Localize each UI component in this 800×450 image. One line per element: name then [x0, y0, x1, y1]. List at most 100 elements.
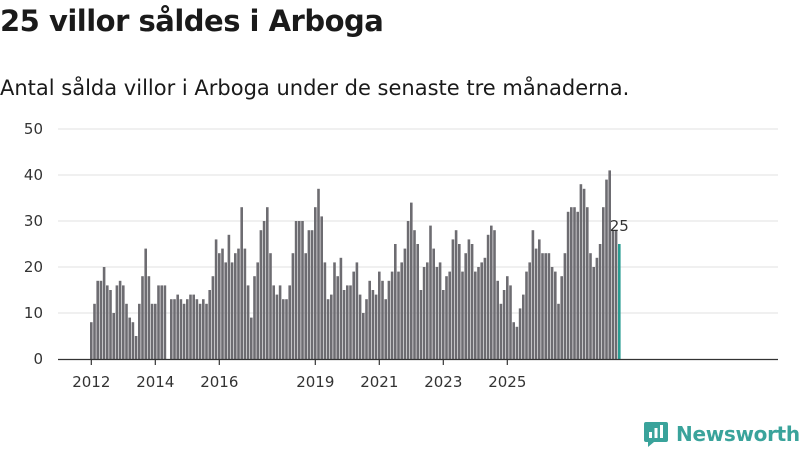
x-tick-label: 2014: [136, 373, 174, 391]
bar: [243, 248, 247, 359]
bar: [275, 294, 279, 359]
bar: [486, 234, 490, 359]
bar: [118, 280, 122, 359]
chart-title: 25 villor såldes i Arboga: [0, 4, 384, 38]
bar: [208, 290, 211, 359]
bar: [122, 285, 125, 359]
bar: [317, 188, 320, 359]
bar: [509, 285, 512, 359]
bar: [205, 303, 208, 359]
bar: [502, 290, 506, 359]
bar: [128, 317, 131, 359]
bar: [288, 285, 291, 359]
bar: [461, 271, 464, 359]
bar: [346, 285, 349, 359]
bar: [384, 299, 387, 359]
bar: [374, 294, 378, 359]
bar: [467, 239, 471, 359]
bar: [410, 202, 413, 359]
bar: [544, 253, 547, 359]
bar: [282, 299, 285, 359]
bar: [518, 308, 522, 359]
bar: [326, 299, 330, 359]
bar: [157, 285, 160, 359]
bar: [438, 262, 442, 359]
bar: [387, 280, 391, 359]
bar: [602, 207, 605, 359]
bar: [195, 299, 199, 359]
bar: [416, 244, 419, 359]
bar: [592, 267, 595, 359]
bar: [598, 244, 602, 359]
bar: [528, 262, 531, 359]
bar: [106, 285, 109, 359]
bar: [432, 248, 435, 359]
bar: [109, 290, 112, 359]
bar: [272, 285, 275, 359]
bar: [419, 290, 423, 359]
bar: [352, 271, 355, 359]
bar: [310, 230, 314, 359]
bar: [333, 262, 336, 359]
bar: [400, 262, 403, 359]
bar: [547, 253, 551, 359]
bar: [413, 230, 416, 359]
newsworthy-logo-icon: [644, 422, 668, 447]
x-tick-label: 2021: [360, 373, 398, 391]
bar: [176, 294, 179, 359]
bar: [227, 234, 231, 359]
bar: [531, 230, 535, 359]
bar: [563, 253, 567, 359]
bar: [611, 230, 615, 359]
bar: [262, 221, 266, 359]
bar: [230, 262, 234, 359]
bar: [490, 225, 493, 359]
newsworthy-brand[interactable]: Newsworthy: [644, 419, 800, 449]
bar: [576, 211, 579, 359]
bars: [90, 170, 621, 359]
bar: [253, 276, 256, 359]
bar: [314, 207, 317, 359]
y-tick-label: 50: [24, 120, 43, 138]
bar: [448, 271, 451, 359]
bar: [198, 303, 202, 359]
bar: [320, 216, 323, 359]
x-tick-label: 2012: [72, 373, 110, 391]
bar: [560, 276, 563, 359]
x-tick-label: 2023: [424, 373, 462, 391]
bar: [483, 257, 487, 359]
bar: [211, 276, 215, 359]
bar: [582, 188, 586, 359]
bar: [608, 170, 611, 359]
bar: [614, 230, 618, 359]
bar: [570, 207, 573, 359]
bar: [291, 253, 295, 359]
bar: [445, 276, 448, 359]
bar: [349, 285, 352, 359]
bar: [534, 248, 538, 359]
bar: [266, 207, 269, 359]
y-tick-label: 30: [24, 212, 43, 230]
bar: [589, 253, 592, 359]
bar: [179, 299, 183, 359]
y-tick-label: 0: [33, 350, 43, 368]
bar: [365, 299, 368, 359]
bar: [499, 303, 503, 359]
bar: [138, 303, 141, 359]
bar: [131, 322, 135, 359]
bar: [336, 276, 339, 359]
data-labels: 25: [610, 217, 629, 235]
bar: [339, 257, 343, 359]
bar: [390, 271, 394, 359]
bar: [269, 253, 272, 359]
y-axis: 0 10 20 30 40 50: [24, 120, 43, 368]
bar: [186, 299, 189, 359]
bar: [480, 262, 483, 359]
bar: [378, 271, 381, 359]
bar: [90, 322, 93, 359]
bar: [192, 294, 195, 359]
bar: [250, 317, 253, 359]
y-tick-label: 10: [24, 304, 43, 322]
bar: [381, 280, 384, 359]
